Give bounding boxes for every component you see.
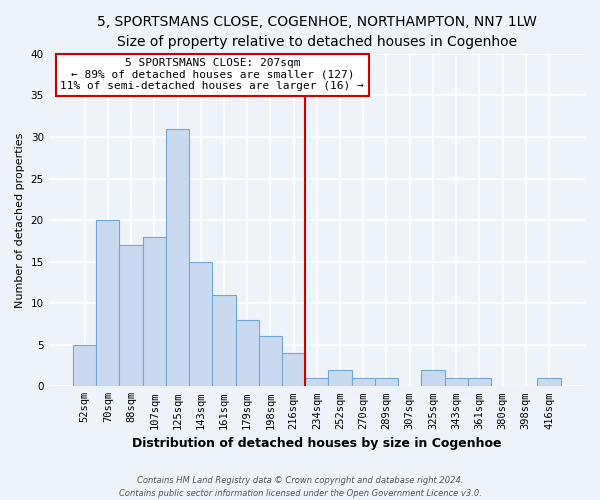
Bar xyxy=(189,262,212,386)
Bar xyxy=(73,344,96,387)
Bar xyxy=(352,378,375,386)
Text: Contains HM Land Registry data © Crown copyright and database right 2024.
Contai: Contains HM Land Registry data © Crown c… xyxy=(119,476,481,498)
Bar xyxy=(119,245,143,386)
Bar xyxy=(282,353,305,386)
Bar xyxy=(166,128,189,386)
Bar xyxy=(305,378,328,386)
Bar xyxy=(538,378,560,386)
Bar xyxy=(212,295,236,386)
Bar xyxy=(328,370,352,386)
Bar xyxy=(143,236,166,386)
Bar xyxy=(375,378,398,386)
Bar xyxy=(259,336,282,386)
Text: 5 SPORTSMANS CLOSE: 207sqm
← 89% of detached houses are smaller (127)
11% of sem: 5 SPORTSMANS CLOSE: 207sqm ← 89% of deta… xyxy=(61,58,364,91)
Bar xyxy=(421,370,445,386)
Y-axis label: Number of detached properties: Number of detached properties xyxy=(15,132,25,308)
Bar xyxy=(96,220,119,386)
X-axis label: Distribution of detached houses by size in Cogenhoe: Distribution of detached houses by size … xyxy=(132,437,502,450)
Bar xyxy=(445,378,468,386)
Bar xyxy=(236,320,259,386)
Bar xyxy=(468,378,491,386)
Title: 5, SPORTSMANS CLOSE, COGENHOE, NORTHAMPTON, NN7 1LW
Size of property relative to: 5, SPORTSMANS CLOSE, COGENHOE, NORTHAMPT… xyxy=(97,15,537,48)
